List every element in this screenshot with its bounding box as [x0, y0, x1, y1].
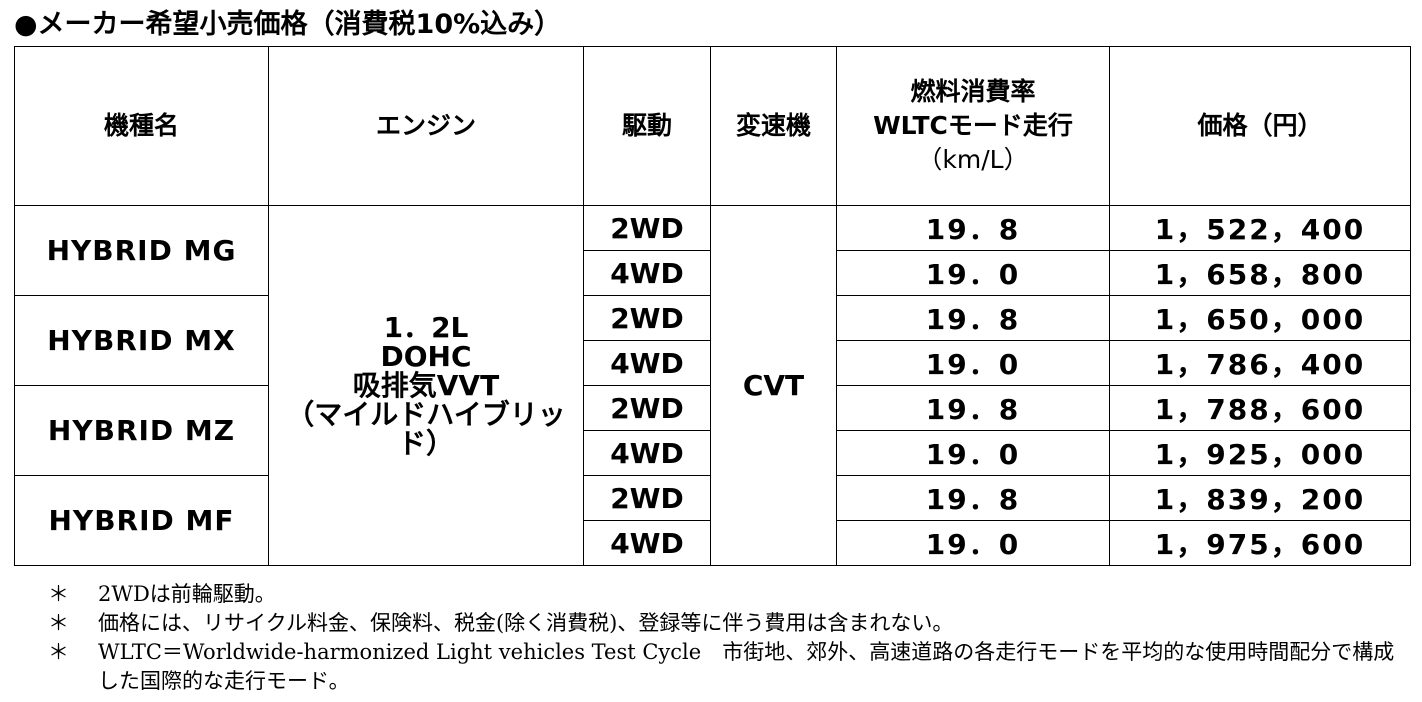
drive-cell: 2WD	[583, 205, 711, 251]
price-cell: 1，522，400	[1109, 205, 1411, 251]
fuel-cell: 19．0	[836, 520, 1110, 566]
engine-line2: DOHC	[380, 340, 472, 373]
drive-cell: 4WD	[583, 340, 711, 386]
transmission-cell: CVT	[710, 205, 837, 566]
fuel-cell: 19．0	[836, 250, 1110, 296]
price-cell: 1，650，000	[1109, 295, 1411, 341]
fuel-cell: 19．0	[836, 340, 1110, 386]
header-price: 価格（円）	[1109, 46, 1411, 206]
asterisk-mark: ＊	[48, 640, 69, 664]
asterisk-mark: ＊	[48, 611, 69, 635]
table-row: HYBRID MF 2WD 19．8 1，839，200	[14, 475, 1411, 566]
engine-cell: 1．2L DOHC 吸排気VVT （マイルドハイブリッド）	[268, 205, 584, 566]
footnotes: ＊ 2WDは前輪駆動。 ＊ 価格には、リサイクル料金、保険料、税金(除く消費税)…	[48, 580, 1408, 696]
asterisk-mark: ＊	[48, 582, 69, 606]
price-table: 機種名 エンジン 駆動 変速機 燃料消費率 WLTCモード走行 （km/L） 価…	[14, 46, 1411, 566]
price-cell: 1，839，200	[1109, 475, 1411, 521]
drive-cell: 2WD	[583, 385, 711, 431]
engine-line1: 1．2L	[383, 311, 469, 344]
fuel-cell: 19．8	[836, 295, 1110, 341]
header-engine: エンジン	[268, 46, 584, 206]
model-cell: HYBRID MF	[14, 475, 269, 566]
drive-cell: 2WD	[583, 475, 711, 521]
price-cell: 1，925，000	[1109, 430, 1411, 476]
price-cell: 1，975，600	[1109, 520, 1411, 566]
price-cell: 1，658，800	[1109, 250, 1411, 296]
drive-cell: 4WD	[583, 430, 711, 476]
footnote-text: 2WDは前輪駆動。	[98, 582, 276, 606]
page-title: ●メーカー希望小売価格（消費税10%込み）	[14, 9, 562, 40]
header-fuel-line2: WLTCモード走行	[873, 111, 1073, 140]
table-header-row: 機種名 エンジン 駆動 変速機 燃料消費率 WLTCモード走行 （km/L） 価…	[14, 46, 1411, 206]
engine-line4: （マイルドハイブリッド）	[286, 398, 566, 460]
table-row: 4WD 19．0 1，975，600	[15, 520, 1411, 566]
table-row: 4WD 19．0 1，925，000	[15, 430, 1411, 476]
header-drive: 駆動	[583, 46, 711, 206]
footnote: ＊ WLTC＝Worldwide-harmonized Light vehicl…	[48, 638, 1408, 696]
header-fuel-line1: 燃料消費率	[910, 77, 1036, 106]
footnote: ＊ 2WDは前輪駆動。	[48, 580, 1408, 609]
price-cell: 1，786，400	[1109, 340, 1411, 386]
header-fuel-line3: （km/L）	[917, 145, 1029, 174]
header-fuel-economy: 燃料消費率 WLTCモード走行 （km/L）	[836, 46, 1110, 206]
fuel-cell: 19．8	[836, 385, 1110, 431]
drive-cell: 4WD	[583, 250, 711, 296]
drive-cell: 2WD	[583, 295, 711, 341]
price-cell: 1，788，600	[1109, 385, 1411, 431]
footnote: ＊ 価格には、リサイクル料金、保険料、税金(除く消費税)、登録等に伴う費用は含ま…	[48, 609, 1408, 638]
table-row: HYBRID MG 1．2L DOHC 吸排気VVT （マイルドハイブリッド） …	[14, 205, 1411, 566]
header-transmission: 変速機	[710, 46, 837, 206]
model-cell: HYBRID MG	[14, 205, 269, 296]
header-model: 機種名	[14, 46, 269, 206]
table-row: 4WD 19．0 1，658，800	[15, 250, 1411, 296]
table-row: HYBRID MZ 2WD 19．8 1，788，600	[14, 385, 1411, 476]
footnote-text: 価格には、リサイクル料金、保険料、税金(除く消費税)、登録等に伴う費用は含まれな…	[98, 611, 954, 635]
fuel-cell: 19．0	[836, 430, 1110, 476]
footnote-text: WLTC＝Worldwide-harmonized Light vehicles…	[98, 640, 1395, 693]
fuel-cell: 19．8	[836, 475, 1110, 521]
fuel-cell: 19．8	[836, 205, 1110, 251]
model-cell: HYBRID MZ	[14, 385, 269, 476]
table-row: 4WD 19．0 1，786，400	[15, 340, 1411, 386]
model-cell: HYBRID MX	[14, 295, 269, 386]
engine-line3: 吸排気VVT	[352, 369, 500, 402]
drive-cell: 4WD	[583, 520, 711, 566]
